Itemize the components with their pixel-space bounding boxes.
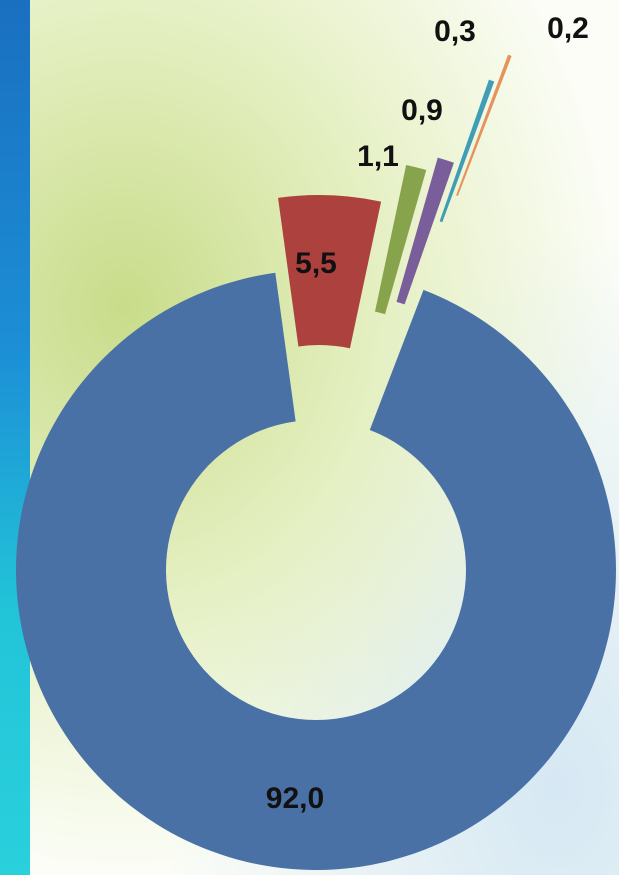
data-label: 1,1 <box>357 140 399 173</box>
donut-slice <box>456 54 512 197</box>
donut-slice <box>439 79 495 223</box>
donut-slice <box>374 164 427 315</box>
side-bar <box>0 0 30 875</box>
donut-slice <box>15 272 616 871</box>
data-label: 0,3 <box>434 15 476 48</box>
donut-slice <box>278 195 382 349</box>
data-label: 92,0 <box>266 782 324 815</box>
donut-slice <box>396 157 454 305</box>
data-label: 0,2 <box>547 12 589 45</box>
data-label: 0,9 <box>401 94 443 127</box>
data-label: 5,5 <box>295 247 337 280</box>
